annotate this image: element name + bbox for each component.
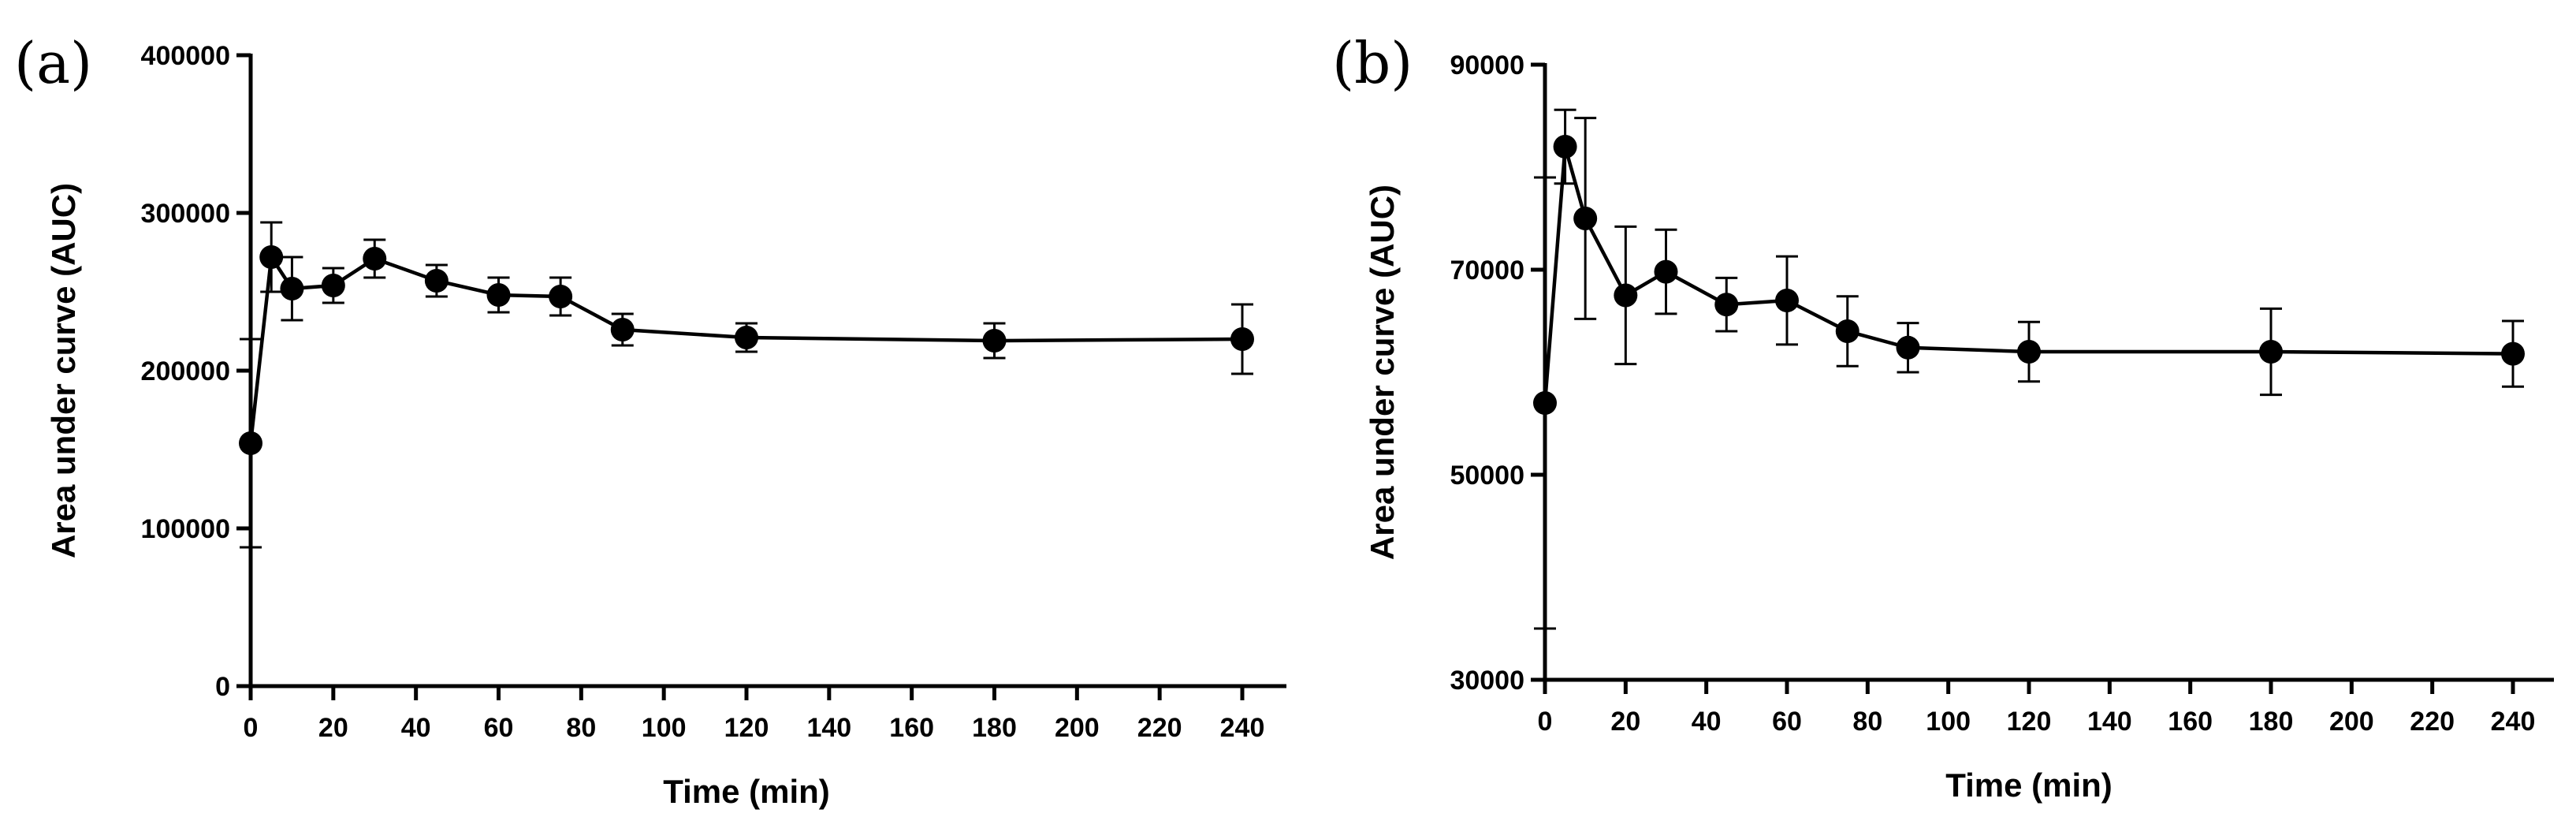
y-tick-label: 0	[215, 672, 230, 702]
x-tick-label: 120	[724, 713, 769, 743]
x-tick-label: 240	[2491, 707, 2536, 737]
data-point	[1533, 391, 1557, 415]
data-point	[610, 318, 635, 341]
data-point	[1835, 319, 1859, 343]
data-point	[321, 274, 345, 297]
data-point	[982, 329, 1007, 353]
panel-a-chart: (a) 0 100000 200000 300000 400000 0 20 40 60 80 100…	[14, 30, 1286, 810]
y-tick-label: 30000	[1450, 666, 1524, 696]
y-axis-title: Area under curve (AUC)	[45, 183, 82, 558]
x-tick-label: 0	[1538, 707, 1553, 737]
data-point	[1654, 259, 1678, 284]
x-tick-label: 240	[1220, 713, 1265, 743]
x-tick-label: 200	[2329, 707, 2374, 737]
x-axis-title: Time (min)	[663, 773, 830, 810]
y-tick-label: 200000	[141, 356, 230, 386]
x-tick-label: 80	[566, 713, 596, 743]
x-tick-label: 120	[2007, 707, 2052, 737]
x-tick-label: 160	[889, 713, 934, 743]
panel-label: (a)	[14, 30, 92, 96]
data-point	[239, 431, 262, 455]
x-tick-label: 80	[1852, 707, 1882, 737]
x-tick-label: 220	[2410, 707, 2455, 737]
data-point	[2017, 340, 2041, 364]
x-tick-label: 180	[2249, 707, 2294, 737]
data-point	[280, 277, 304, 300]
data-point	[2259, 340, 2283, 364]
data-point	[735, 326, 758, 349]
data-point	[1775, 289, 1799, 312]
x-tick-label: 140	[2087, 707, 2132, 737]
x-tick-label: 100	[642, 713, 687, 743]
x-axis-title: Time (min)	[1945, 767, 2113, 804]
y-tick-label: 100000	[141, 514, 230, 544]
panel-label: (b)	[1332, 30, 1413, 96]
x-tick-label: 220	[1137, 713, 1182, 743]
x-tick-label: 60	[1772, 707, 1802, 737]
y-tick-label: 50000	[1450, 461, 1524, 491]
data-point	[1714, 293, 1739, 317]
x-tick-label: 40	[401, 713, 431, 743]
x-tick-label: 140	[806, 713, 851, 743]
x-tick-label: 180	[972, 713, 1017, 743]
data-point	[1896, 335, 1920, 360]
y-tick-label: 90000	[1450, 50, 1524, 80]
data-point	[1553, 135, 1577, 159]
x-tick-label: 160	[2168, 707, 2213, 737]
data-point	[363, 247, 387, 270]
y-tick-label: 300000	[141, 199, 230, 229]
series-line	[1543, 146, 2514, 404]
y-tick-label: 70000	[1450, 256, 1524, 285]
x-tick-label: 100	[1926, 707, 1971, 737]
panel-b-chart: (b) 30000 50000 70000 90000 0 20 40 60 80 100 120 14…	[1332, 30, 2554, 804]
x-tick-label: 40	[1692, 707, 1722, 737]
data-point	[549, 285, 573, 308]
y-tick-label: 400000	[141, 41, 230, 71]
x-tick-label: 20	[1610, 707, 1640, 737]
x-tick-label: 60	[484, 713, 514, 743]
x-tick-label: 20	[318, 713, 348, 743]
data-point	[259, 245, 284, 269]
y-axis-title: Area under curve (AUC)	[1364, 185, 1401, 560]
data-point	[1614, 283, 1638, 308]
data-point	[1573, 207, 1598, 230]
data-point	[486, 283, 511, 307]
x-tick-label: 0	[244, 713, 259, 743]
data-point	[424, 269, 449, 293]
data-point	[2501, 341, 2525, 366]
x-tick-label: 200	[1055, 713, 1100, 743]
data-point	[1230, 327, 1254, 351]
